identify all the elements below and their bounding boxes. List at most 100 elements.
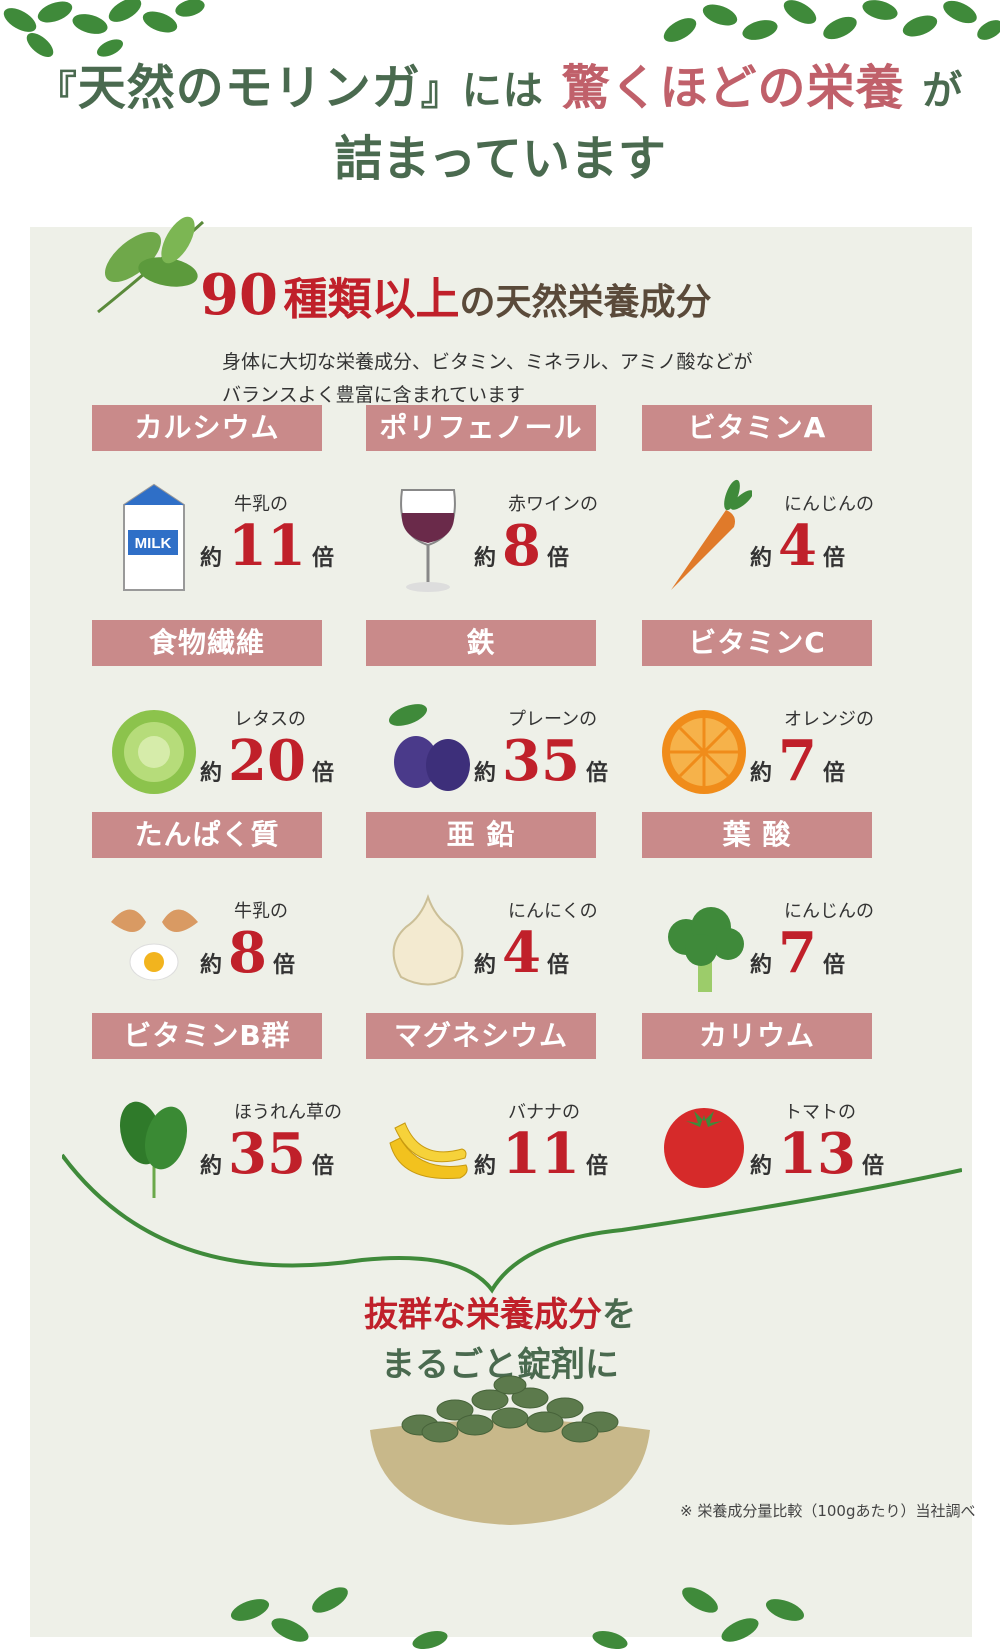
ratio-prefix: 約 [750, 1154, 773, 1179]
nutrient-label: ビタミンB群 [92, 1013, 322, 1059]
ratio-suffix: 倍 [822, 761, 845, 786]
ratio-prefix: 約 [474, 546, 497, 571]
ratio-suffix: 倍 [311, 761, 334, 786]
comparison-food: にんじんの [784, 901, 874, 922]
ratio-value: 13 [778, 1121, 856, 1187]
nutrient-card: 亜 鉛にんにくの約 4 倍 [366, 812, 606, 1012]
description: 身体に大切な栄養成分、ビタミン、ミネラル、アミノ酸などが バランスよく豊富に含ま… [222, 346, 752, 412]
ratio-prefix: 約 [750, 953, 773, 978]
vine-decoration [62, 1153, 962, 1294]
banana-icon [380, 1083, 476, 1203]
nutrient-label: ポリフェノール [366, 405, 596, 451]
brand-name: 天然のモリンガ [77, 60, 421, 116]
comparison-food: ほうれん草の [234, 1102, 342, 1123]
nutrient-label: カリウム [642, 1013, 872, 1059]
comparison-food: 赤ワインの [508, 494, 598, 515]
tablet-bowl-icon [370, 1375, 650, 1525]
comparison-food: にんにくの [508, 901, 598, 922]
nutrient-label: 葉 酸 [642, 812, 872, 858]
comparison-food: トマトの [784, 1102, 856, 1123]
ratio-suffix: 倍 [272, 953, 295, 978]
nutrient-label: たんぱく質 [92, 812, 322, 858]
ratio-value: 11 [228, 513, 306, 579]
ratio: 約 35 倍 [200, 1121, 334, 1187]
ratio-prefix: 約 [200, 953, 223, 978]
svg-text:MILK: MILK [135, 535, 172, 552]
comparison-food: オレンジの [784, 709, 874, 730]
ratio-value: 7 [778, 920, 817, 986]
headline-line2: 詰まっています [334, 131, 666, 187]
nutrient-card: 食物繊維 レタスの約 20 倍 [92, 620, 334, 820]
nutrient-card: ビタミンC オレンジの約 7 倍 [642, 620, 882, 820]
ratio-suffix: 倍 [861, 1154, 884, 1179]
subtitle: 90 種類以上の天然栄養成分 [200, 262, 712, 328]
headline-ga: が [922, 68, 964, 114]
moringa-leaf-icon [97, 216, 205, 314]
ratio-value: 8 [228, 920, 267, 986]
nutrient-card: 鉄プレーンの約 35 倍 [366, 620, 608, 820]
headline-accent: 驚くほどの栄養 [561, 60, 905, 116]
ratio-suffix: 倍 [585, 1154, 608, 1179]
nutrient-label: ビタミンC [642, 620, 872, 666]
carrot-icon [656, 475, 754, 595]
headline-niwa: には [461, 68, 544, 114]
subtitle-rest: の天然栄養成分 [459, 282, 712, 323]
subtitle-number: 90 [200, 262, 278, 328]
egg-icon [106, 882, 202, 1002]
ratio-suffix: 倍 [546, 953, 569, 978]
ratio-prefix: 約 [750, 546, 773, 571]
nutrient-card: 葉 酸にんじんの約 7 倍 [642, 812, 882, 1012]
plum-icon [380, 690, 476, 810]
ratio-value: 35 [502, 728, 580, 794]
comparison-food: にんじんの [784, 494, 874, 515]
wine-glass-icon [380, 475, 476, 595]
nutrient-card: カリウムトマトの約 13 倍 [642, 1013, 884, 1213]
spinach-icon [106, 1083, 202, 1203]
bracket-close: 』 [420, 68, 462, 114]
nutrient-card: ビタミンB群 ほうれん草の約 35 倍 [92, 1013, 342, 1213]
ratio: 約 35 倍 [474, 728, 608, 794]
nutrient-card: ポリフェノール 赤ワインの約 8 倍 [366, 405, 606, 605]
comparison-food: レタスの [234, 709, 306, 730]
ratio-prefix: 約 [474, 1154, 497, 1179]
lettuce-icon [106, 690, 202, 810]
comparison-food: 牛乳の [234, 494, 288, 515]
leaves-decoration [3, 0, 205, 57]
ratio-suffix: 倍 [311, 546, 334, 571]
ratio-value: 4 [778, 513, 817, 579]
nutrient-card: マグネシウム バナナの約 11 倍 [366, 1013, 608, 1213]
milk-carton-icon: MILK [106, 475, 202, 595]
tomato-icon [656, 1083, 752, 1203]
footnote: ※ 栄養成分量比較（100gあたり）当社調べ [680, 1502, 976, 1520]
nutrient-label: 鉄 [366, 620, 596, 666]
comparison-food: 牛乳の [234, 901, 288, 922]
headline-line1: 『天然のモリンガ』には 驚くほどの栄養 が [0, 55, 1000, 124]
ratio-suffix: 倍 [311, 1154, 334, 1179]
ratio-prefix: 約 [474, 761, 497, 786]
ratio: 約 11 倍 [200, 513, 334, 579]
description-line2: バランスよく豊富に含まれています [222, 384, 526, 406]
description-line1: 身体に大切な栄養成分、ビタミン、ミネラル、アミノ酸などが [222, 351, 753, 373]
leaves-decoration [230, 1587, 805, 1650]
comparison-food: プレーンの [508, 709, 598, 730]
ratio-value: 20 [228, 728, 306, 794]
garlic-icon [380, 882, 476, 1002]
nutrient-card: たんぱく質牛乳の約 8 倍 [92, 812, 332, 1012]
orange-icon [656, 690, 752, 810]
ratio-value: 8 [502, 513, 541, 579]
ratio: 約 20 倍 [200, 728, 334, 794]
bottom-red: 抜群な栄養成分 [364, 1295, 602, 1335]
ratio-suffix: 倍 [546, 546, 569, 571]
broccoli-icon [656, 882, 752, 1002]
nutrient-label: マグネシウム [366, 1013, 596, 1059]
ratio-value: 4 [502, 920, 541, 986]
ratio-prefix: 約 [750, 761, 773, 786]
bracket-open: 『 [36, 68, 78, 114]
nutrient-label: カルシウム [92, 405, 322, 451]
ratio-value: 35 [228, 1121, 306, 1187]
ratio-prefix: 約 [200, 761, 223, 786]
ratio-prefix: 約 [200, 1154, 223, 1179]
